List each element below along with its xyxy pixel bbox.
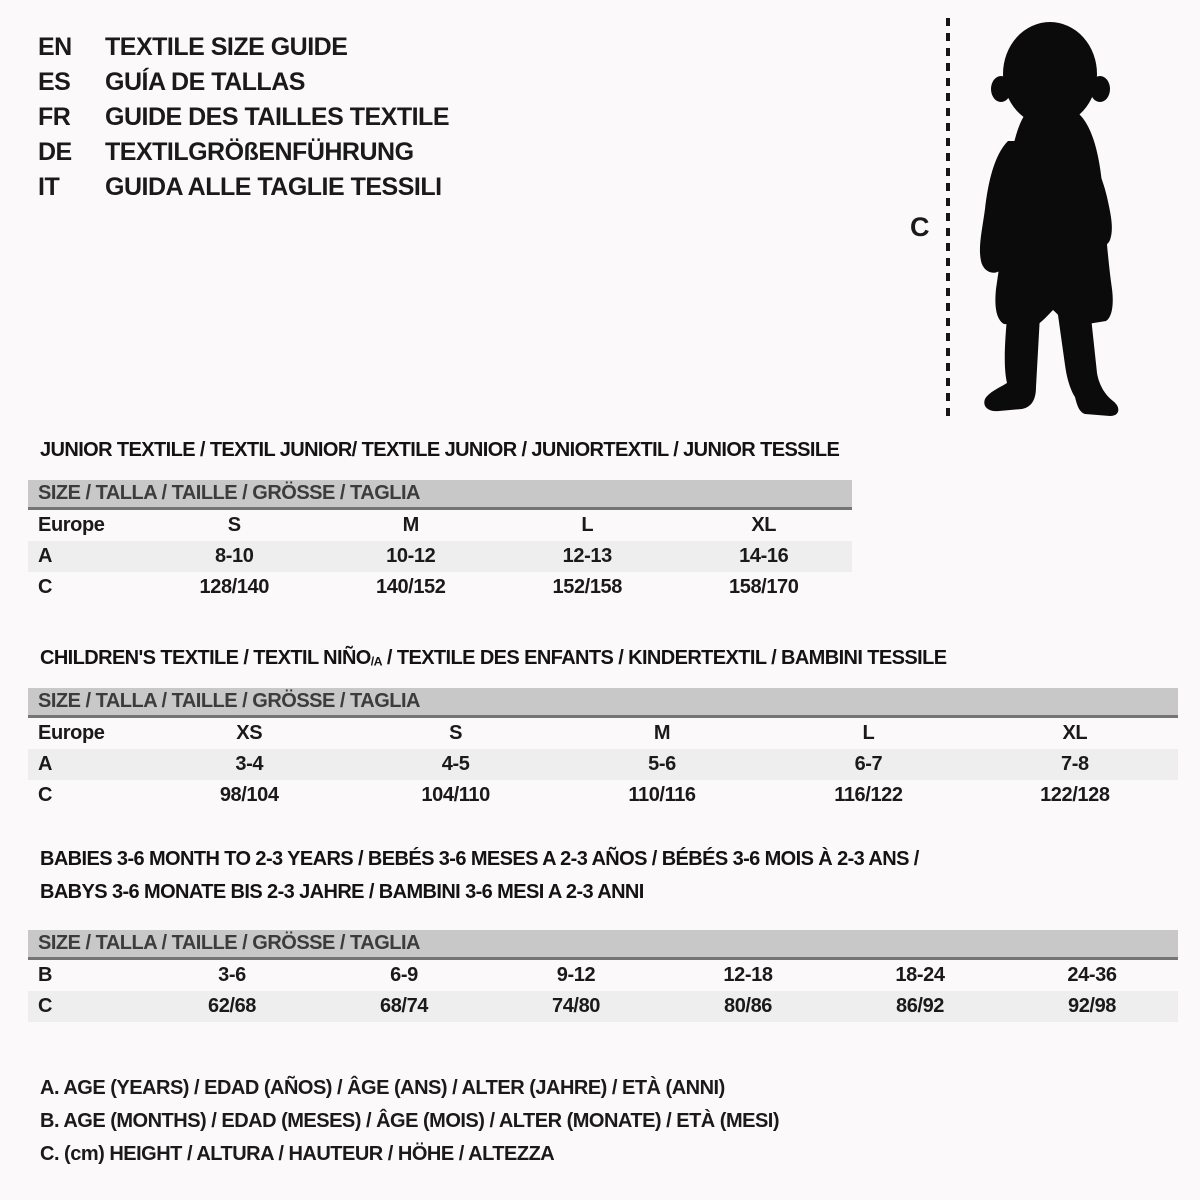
table-row: C 62/68 68/74 74/80 80/86 86/92 92/98 <box>28 991 1178 1022</box>
row-label: Europe <box>38 514 105 536</box>
size-header-bar: SIZE / TALLA / TAILLE / GRÖSSE / TAGLIA <box>28 930 1178 960</box>
table-row: C 128/140 140/152 152/158 158/170 <box>28 572 852 603</box>
size-value: 92/98 <box>1067 995 1117 1017</box>
size-value: M <box>402 514 420 536</box>
language-row-de: DE TEXTILGRÖßENFÜHRUNG <box>38 135 449 170</box>
language-title: GUIDE DES TAILLES TEXTILE <box>105 103 450 131</box>
row-label: C <box>38 995 53 1017</box>
size-header-bar: SIZE / TALLA / TAILLE / GRÖSSE / TAGLIA <box>28 480 852 510</box>
section-title-children: CHILDREN'S TEXTILE / TEXTIL NIÑO/A / TEX… <box>40 646 947 670</box>
babies-title-line1: BABIES 3-6 MONTH TO 2-3 YEARS / BEBÉS 3-… <box>40 848 919 870</box>
size-value: 6-9 <box>390 964 418 986</box>
legend-line-b: B. AGE (MONTHS) / EDAD (MESES) / ÂGE (MO… <box>40 1110 780 1132</box>
title-part: CHILDREN'S TEXTILE / TEXTIL NIÑO <box>40 646 371 669</box>
row-label: B <box>38 964 53 986</box>
language-code: EN <box>38 33 72 61</box>
size-value: 152/158 <box>552 576 623 598</box>
size-value: 5-6 <box>648 753 676 775</box>
size-value: 98/104 <box>219 784 279 806</box>
row-label: A <box>38 545 53 567</box>
legend-line-a: A. AGE (YEARS) / EDAD (AÑOS) / ÂGE (ANS)… <box>40 1077 725 1099</box>
size-value: 128/140 <box>199 576 270 598</box>
size-value: 68/74 <box>379 995 429 1017</box>
language-row-en: EN TEXTILE SIZE GUIDE <box>38 30 449 65</box>
size-value: 62/68 <box>207 995 257 1017</box>
size-value: 4-5 <box>441 753 470 775</box>
size-value: 12-13 <box>562 545 613 567</box>
size-value: 10-12 <box>386 545 436 567</box>
language-title: TEXTILE SIZE GUIDE <box>105 33 348 61</box>
size-value: 74/80 <box>551 995 601 1017</box>
size-value: M <box>653 722 671 744</box>
table-row: C 98/104 104/110 110/116 116/122 122/128 <box>28 780 1178 811</box>
size-value: 6-7 <box>854 753 883 775</box>
size-value: L <box>862 722 875 744</box>
table-row: A 3-4 4-5 5-6 6-7 7-8 <box>28 749 1178 780</box>
size-value: 140/152 <box>376 576 446 598</box>
size-value: 12-18 <box>723 964 773 986</box>
section-title-babies: BABIES 3-6 MONTH TO 2-3 YEARS / BEBÉS 3-… <box>40 843 919 909</box>
size-value: XL <box>1062 722 1088 744</box>
size-value: 9-12 <box>556 964 596 986</box>
size-value: S <box>227 514 241 536</box>
table-row: Europe XS S M L XL <box>28 718 1178 749</box>
table-row: Europe S M L XL <box>28 510 852 541</box>
language-row-fr: FR GUIDE DES TAILLES TEXTILE <box>38 100 450 135</box>
height-measure-label: C <box>910 212 930 242</box>
size-value: 122/128 <box>1040 784 1110 806</box>
row-label: C <box>38 784 53 806</box>
title-subscript: /A <box>370 654 383 669</box>
babies-size-table: SIZE / TALLA / TAILLE / GRÖSSE / TAGLIA … <box>28 930 1178 1022</box>
language-title: GUÍA DE TALLAS <box>105 68 305 96</box>
size-value: 24-36 <box>1067 964 1117 986</box>
language-title: GUIDA ALLE TAGLIE TESSILI <box>105 173 442 201</box>
language-title: TEXTILGRÖßENFÜHRUNG <box>105 138 414 166</box>
row-label: C <box>38 576 53 598</box>
title-part: / TEXTILE DES ENFANTS / KINDERTEXTIL / B… <box>381 646 947 669</box>
size-value: 7-8 <box>1060 753 1089 775</box>
legend-line-c: C. (cm) HEIGHT / ALTURA / HAUTEUR / HÖHE… <box>40 1143 555 1165</box>
size-value: 86/92 <box>895 995 945 1017</box>
language-row-es: ES GUÍA DE TALLAS <box>38 65 449 100</box>
babies-title-line2: BABYS 3-6 MONATE BIS 2-3 JAHRE / BAMBINI… <box>40 881 644 903</box>
size-value: XL <box>751 514 777 536</box>
size-value: 14-16 <box>739 545 789 567</box>
size-value: 104/110 <box>421 784 490 806</box>
children-size-table: SIZE / TALLA / TAILLE / GRÖSSE / TAGLIA … <box>28 688 1178 811</box>
measure-legend: A. AGE (YEARS) / EDAD (AÑOS) / ÂGE (ANS)… <box>40 1072 780 1171</box>
language-list: EN TEXTILE SIZE GUIDE ES GUÍA DE TALLAS … <box>38 30 450 205</box>
size-header-bar: SIZE / TALLA / TAILLE / GRÖSSE / TAGLIA <box>28 688 1178 718</box>
size-value: L <box>581 514 594 536</box>
row-label: A <box>38 753 53 775</box>
size-value: XS <box>236 722 263 744</box>
junior-size-table: SIZE / TALLA / TAILLE / GRÖSSE / TAGLIA … <box>28 480 852 603</box>
size-value: 158/170 <box>729 576 799 598</box>
language-code: IT <box>38 173 60 201</box>
language-code: ES <box>38 68 71 96</box>
size-value: 3-4 <box>235 753 264 775</box>
table-row: B 3-6 6-9 9-12 12-18 18-24 24-36 <box>28 960 1178 991</box>
size-value: 116/122 <box>834 784 903 806</box>
language-code: FR <box>38 103 71 131</box>
size-value: 3-6 <box>218 964 246 986</box>
size-value: 110/116 <box>628 784 696 806</box>
size-value: 80/86 <box>723 995 773 1017</box>
size-value: 18-24 <box>895 964 945 986</box>
toddler-silhouette <box>979 22 1119 416</box>
section-title-junior: JUNIOR TEXTILE / TEXTIL JUNIOR/ TEXTILE … <box>40 438 840 461</box>
size-value: S <box>449 722 463 744</box>
language-row-it: IT GUIDA ALLE TAGLIE TESSILI <box>38 170 449 205</box>
height-measure-dashed-line <box>946 18 950 416</box>
row-label: Europe <box>38 722 105 744</box>
size-value: 8-10 <box>215 545 254 567</box>
language-code: DE <box>38 138 72 166</box>
table-row: A 8-10 10-12 12-13 14-16 <box>28 541 852 572</box>
